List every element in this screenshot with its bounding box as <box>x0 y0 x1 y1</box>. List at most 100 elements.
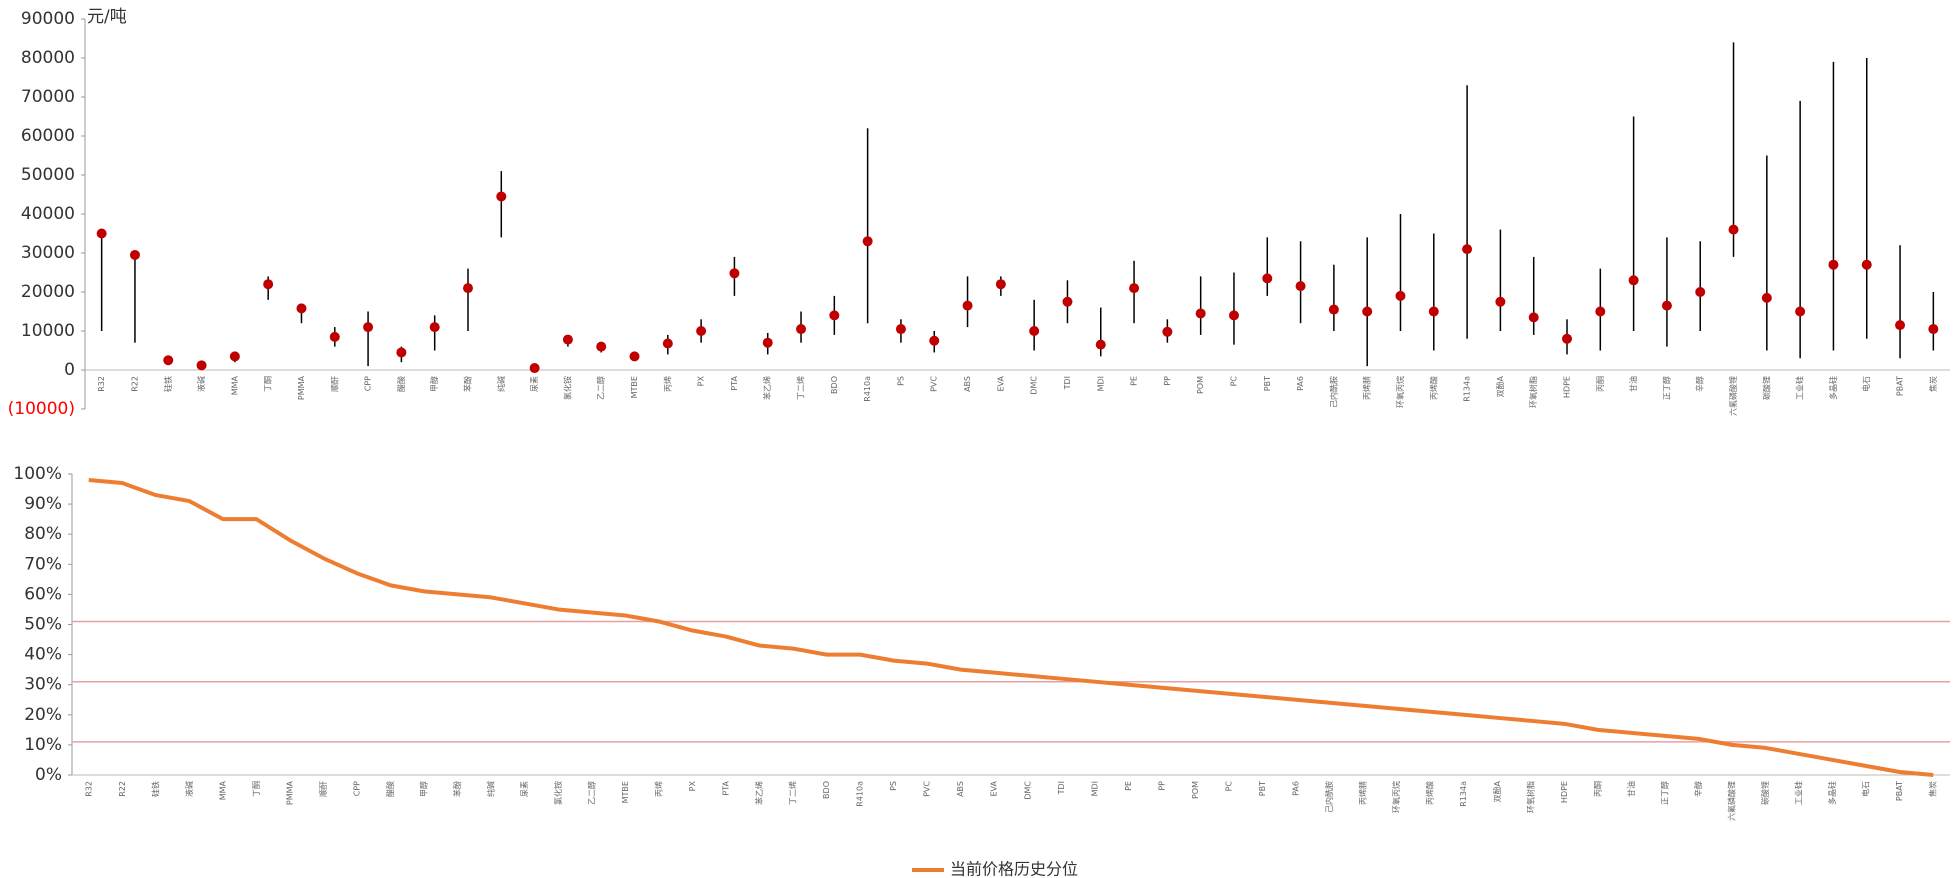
y-tick-label: 80000 <box>21 48 75 68</box>
x-tick-label: PMMA <box>285 780 294 805</box>
y-tick-label: 20000 <box>21 282 75 302</box>
x-tick-label: 甲醇 <box>429 376 439 392</box>
x-tick-label: PX <box>688 780 697 791</box>
x-tick-label: 丙酮 <box>1596 376 1605 392</box>
y-tick-label: 0% <box>35 765 62 785</box>
x-tick-label: R410a <box>856 781 865 807</box>
current-dot <box>1428 306 1439 317</box>
x-tick-label: CPP <box>353 781 362 796</box>
x-tick-label: CPP <box>364 376 373 391</box>
current-dot <box>1861 259 1872 270</box>
x-tick-label: 丁酮 <box>252 781 261 797</box>
x-tick-label: DMC <box>1030 376 1039 395</box>
current-dot <box>1462 244 1473 255</box>
x-tick-label: PBT <box>1263 376 1272 391</box>
current-dot <box>1129 283 1140 294</box>
x-tick-label: MTBE <box>621 781 630 803</box>
y-tick-label: 30000 <box>21 243 75 263</box>
x-tick-label: 己内酰胺 <box>1324 781 1334 813</box>
y-tick-label: 60% <box>24 584 62 604</box>
x-tick-label: 丙烯酸 <box>1428 376 1438 400</box>
current-dot <box>1928 324 1939 335</box>
x-tick-label: 醋酸 <box>385 781 395 797</box>
x-tick-label: 丁酮 <box>264 376 273 392</box>
current-dot <box>1595 306 1606 317</box>
y-tick-label: 90% <box>24 494 62 514</box>
y-tick-label: (10000) <box>8 399 75 419</box>
x-tick-label: R32 <box>97 376 106 392</box>
y-tick-label: 70% <box>24 554 62 574</box>
current-dot <box>429 322 440 333</box>
current-dot <box>762 337 773 348</box>
x-tick-label: PE <box>1130 376 1139 386</box>
x-tick-label: R22 <box>118 781 127 797</box>
x-tick-label: 辛醇 <box>1695 376 1705 392</box>
current-dot <box>1362 306 1373 317</box>
current-dot <box>1328 304 1339 315</box>
current-dot <box>829 310 840 321</box>
x-tick-label: PA6 <box>1292 781 1301 796</box>
y-tick-label: 100% <box>13 464 62 484</box>
y-tick-label: 20% <box>24 705 62 725</box>
x-tick-label: TDI <box>1063 376 1072 390</box>
x-tick-label: PBAT <box>1895 781 1904 801</box>
x-tick-label: PBT <box>1258 781 1267 796</box>
y-tick-label: 60000 <box>21 126 75 146</box>
y-tick-label: 50% <box>24 615 62 635</box>
x-tick-label: 双酚A <box>1493 780 1502 802</box>
x-tick-label: 六氟磷酸锂 <box>1727 781 1737 821</box>
current-dot <box>729 268 740 279</box>
x-tick-label: R32 <box>84 781 93 797</box>
x-tick-label: 丙烯腈 <box>1358 781 1368 805</box>
current-dot <box>462 283 473 294</box>
current-dot <box>929 335 940 346</box>
x-tick-label: 辛醇 <box>1693 781 1703 797</box>
x-tick-label: 工业硅 <box>1794 781 1804 805</box>
y-tick-label: 10000 <box>21 321 75 341</box>
x-tick-label: R410a <box>863 376 872 402</box>
x-tick-label: 甘油 <box>1628 376 1638 392</box>
unit-label: 元/吨 <box>87 7 127 27</box>
x-tick-label: PA6 <box>1296 376 1305 391</box>
x-tick-label: POM <box>1196 376 1205 394</box>
current-dot <box>1628 275 1639 286</box>
x-tick-label: 苯乙烯 <box>754 781 764 805</box>
x-tick-label: 环氧丙烷 <box>1395 376 1405 408</box>
x-tick-label: 碳酸锂 <box>1761 376 1771 400</box>
x-tick-label: BDO <box>822 781 831 799</box>
x-tick-label: 硅铁 <box>163 376 173 392</box>
current-dot <box>962 300 973 311</box>
current-dot <box>1029 326 1040 336</box>
current-dot <box>1795 306 1806 317</box>
x-tick-label: 焦炭 <box>1928 781 1938 797</box>
x-tick-label: HDPE <box>1563 376 1572 398</box>
x-tick-label: 丙酮 <box>1593 781 1602 797</box>
x-tick-label: 多晶硅 <box>1827 781 1837 805</box>
x-tick-label: 正丁醇 <box>1659 781 1669 805</box>
current-dot <box>895 324 906 335</box>
current-dot <box>1228 310 1239 321</box>
x-tick-label: 丁二烯 <box>788 781 798 805</box>
x-tick-label: 六氟磷酸锂 <box>1728 376 1738 416</box>
x-tick-label: PP <box>1157 781 1166 791</box>
x-tick-label: 环氧丙烷 <box>1391 781 1401 813</box>
x-tick-label: 乙二醇 <box>586 781 596 805</box>
x-tick-label: 电石 <box>1861 376 1871 392</box>
x-tick-label: 纯碱 <box>496 376 506 392</box>
x-tick-label: PC <box>1229 376 1238 387</box>
x-tick-label: PVC <box>923 781 932 797</box>
x-tick-label: PX <box>697 375 706 386</box>
current-dot <box>796 324 807 335</box>
current-dot <box>662 338 673 349</box>
current-dot <box>562 334 573 345</box>
y-tick-label: 10% <box>24 735 62 755</box>
x-tick-label: 液碱 <box>196 376 206 392</box>
current-dot <box>1728 224 1739 235</box>
x-tick-label: 苯酚 <box>462 376 472 392</box>
x-tick-label: 苯乙烯 <box>762 376 772 400</box>
y-tick-label: 50000 <box>21 165 75 185</box>
current-dot <box>1395 290 1406 301</box>
current-dot <box>129 249 140 260</box>
current-dot <box>862 236 873 247</box>
